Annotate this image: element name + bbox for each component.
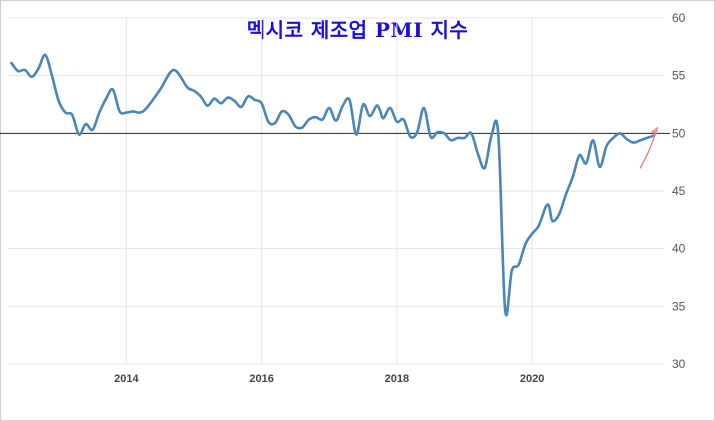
x-tick-label: 2020 (520, 373, 544, 385)
x-tick-label: 2016 (249, 373, 273, 385)
x-axis-ticks: 2014 2016 2018 2020 (114, 373, 544, 385)
y-tick-label: 50 (672, 126, 686, 140)
y-tick-label: 55 (672, 69, 686, 83)
grid-lines (8, 17, 664, 365)
y-tick-label: 45 (672, 184, 686, 198)
y-tick-label: 60 (672, 11, 686, 25)
forecast-line (639, 130, 658, 169)
y-axis-ticks: 30 35 40 45 50 55 60 (672, 11, 686, 371)
x-tick-label: 2018 (385, 373, 409, 385)
y-tick-label: 35 (672, 299, 686, 313)
y-tick-label: 30 (672, 357, 686, 371)
chart-title: 멕시코 제조업 PMI 지수 (246, 18, 469, 42)
x-tick-label: 2014 (114, 373, 139, 385)
y-tick-label: 40 (672, 242, 686, 256)
series-layer (10, 53, 659, 317)
pmi-series-line (10, 53, 656, 317)
forecast-arrow-icon (650, 126, 659, 136)
